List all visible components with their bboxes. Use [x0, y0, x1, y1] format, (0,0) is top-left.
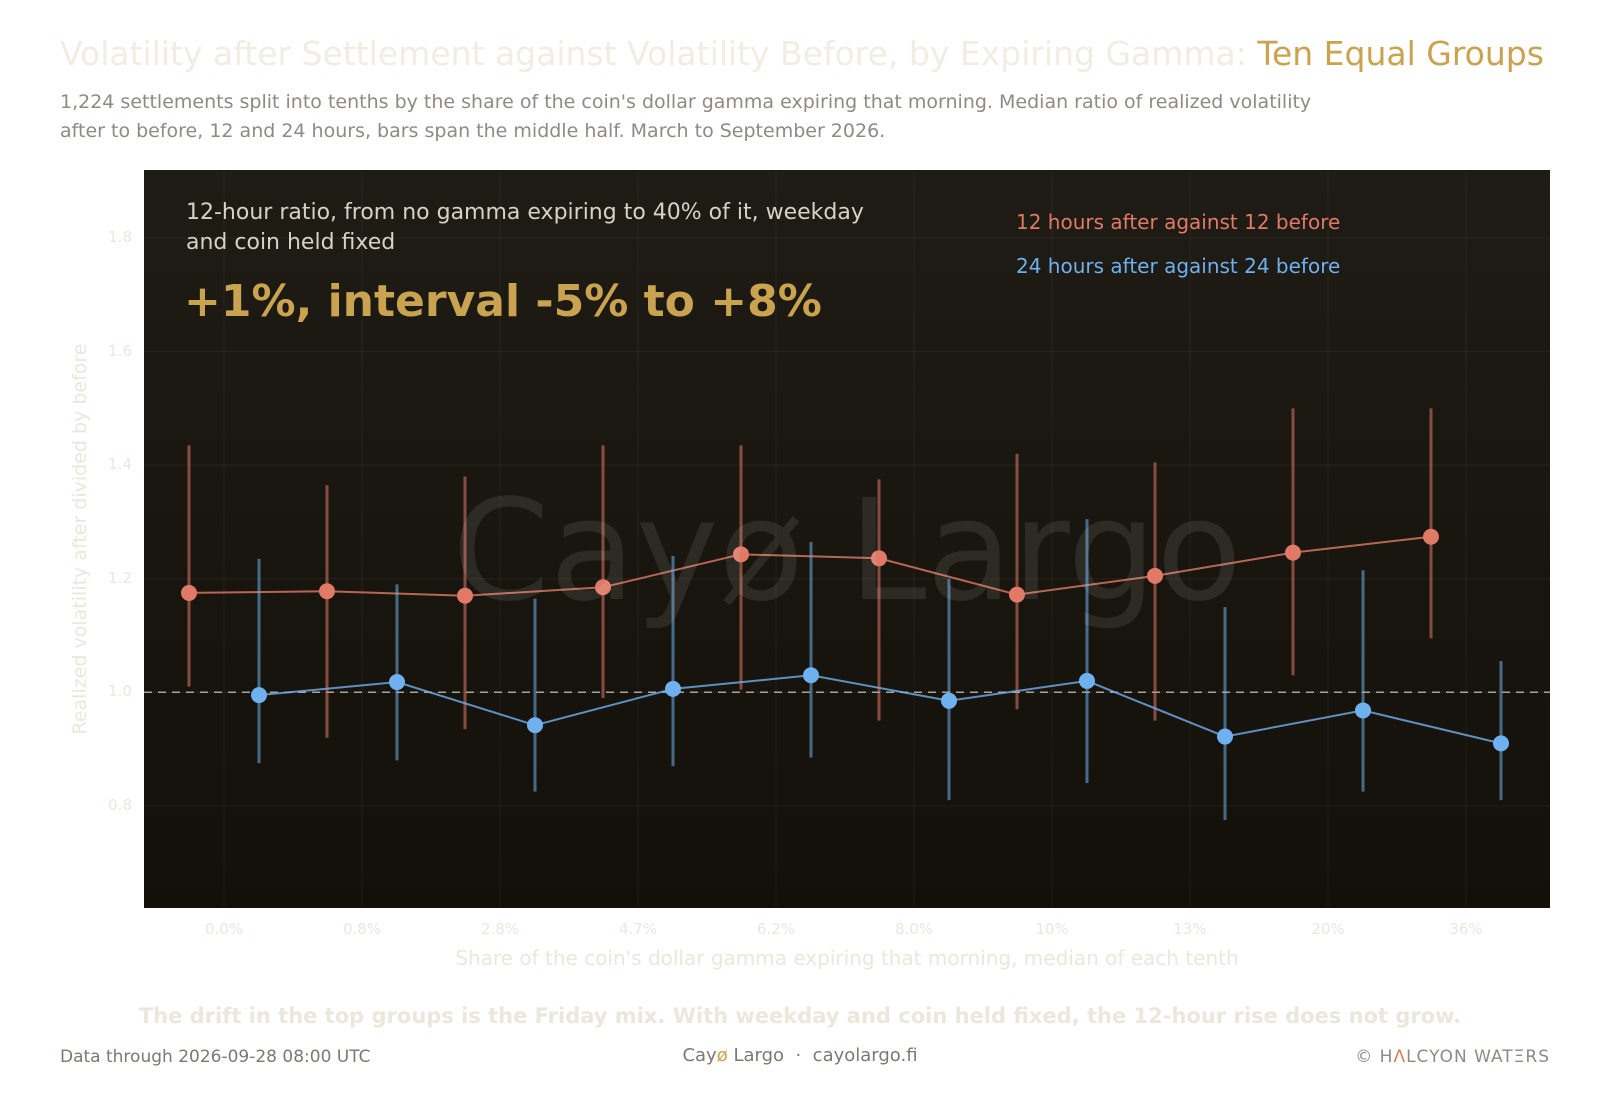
x-tick-label: 2.8% [480, 920, 520, 938]
y-axis-label: Realized volatility after divided by bef… [69, 343, 91, 735]
brand-name-o: ø [716, 1045, 728, 1066]
chart-title-main: Volatility after Settlement against Vola… [60, 34, 1247, 73]
x-tick-label: 36% [1449, 920, 1483, 938]
x-tick-label: 4.7% [618, 920, 658, 938]
brand-name-pre: Cay [682, 1045, 717, 1066]
chart-canvas [144, 170, 1550, 908]
y-tick-label: 1.2 [108, 568, 132, 587]
data-point-12h [1285, 544, 1301, 561]
data-point-12h [1147, 567, 1163, 584]
footer-brand: Cayø Largo · cayolargo.fi [0, 1045, 1600, 1066]
data-point-12h [457, 587, 473, 604]
copyright-logo: © HΛLCYON WATΞRS [1355, 1047, 1550, 1067]
data-point-24h [251, 687, 267, 704]
data-through-note: Data through 2026-09-28 08:00 UTC [60, 1047, 371, 1067]
y-tick-label: 1.4 [108, 455, 132, 474]
copyright-a: Λ [1393, 1047, 1407, 1067]
takeaway-note: The drift in the top groups is the Frida… [138, 1004, 1462, 1028]
brand-name-post: Largo [727, 1045, 785, 1066]
series-line-24h [258, 674, 1502, 745]
x-tick-label: 8.0% [894, 920, 934, 938]
copyright-post: LCYON WATΞRS [1406, 1047, 1550, 1067]
y-tick-label: 0.8 [108, 795, 132, 814]
data-point-12h [1423, 528, 1439, 545]
y-tick-label: 1.8 [108, 228, 132, 247]
x-tick-label: 6.2% [756, 920, 796, 938]
y-tick-label: 1.6 [108, 341, 132, 360]
callout-value: +1%, interval -5% to +8% [184, 276, 822, 327]
data-point-24h [1493, 735, 1509, 752]
x-tick-label: 0.8% [342, 920, 382, 938]
data-point-12h [319, 583, 335, 600]
data-point-12h [181, 584, 197, 601]
y-tick-label: 1.0 [108, 682, 132, 701]
chart-title-highlight: Ten Equal Groups [1257, 34, 1544, 73]
data-point-24h [527, 717, 543, 734]
data-point-12h [733, 546, 749, 563]
legend-item-12h: 12 hours after against 12 before [1016, 210, 1341, 234]
plot-area: Cayø Largo 12-hour ratio, from no gamma … [144, 170, 1550, 908]
copyright-pre: © H [1355, 1047, 1394, 1067]
data-point-12h [595, 579, 611, 596]
callout-label: 12-hour ratio, from no gamma expiring to… [186, 200, 864, 255]
data-point-24h [665, 680, 681, 697]
watermark: Cayø Largo [452, 470, 1242, 633]
x-tick-label: 20% [1311, 920, 1345, 938]
data-point-24h [803, 667, 819, 684]
data-point-24h [941, 692, 957, 709]
data-point-24h [1217, 728, 1233, 745]
data-point-24h [389, 674, 405, 691]
data-point-24h [1355, 702, 1371, 719]
x-tick-label: 0.0% [204, 920, 244, 938]
chart-subtitle: 1,224 settlements split into tenths by t… [60, 91, 1312, 142]
footer-separator: · [795, 1045, 802, 1066]
chart-title: Volatility after Settlement against Vola… [60, 34, 1544, 73]
x-axis-label: Share of the coin's dollar gamma expirin… [455, 946, 1239, 970]
site-link[interactable]: cayolargo.fi [812, 1045, 918, 1066]
data-point-12h [1009, 586, 1025, 603]
data-point-24h [1079, 672, 1095, 689]
x-tick-label: 10% [1035, 920, 1069, 938]
x-tick-label: 13% [1173, 920, 1207, 938]
legend-item-24h: 24 hours after against 24 before [1016, 254, 1341, 278]
data-point-12h [871, 550, 887, 567]
